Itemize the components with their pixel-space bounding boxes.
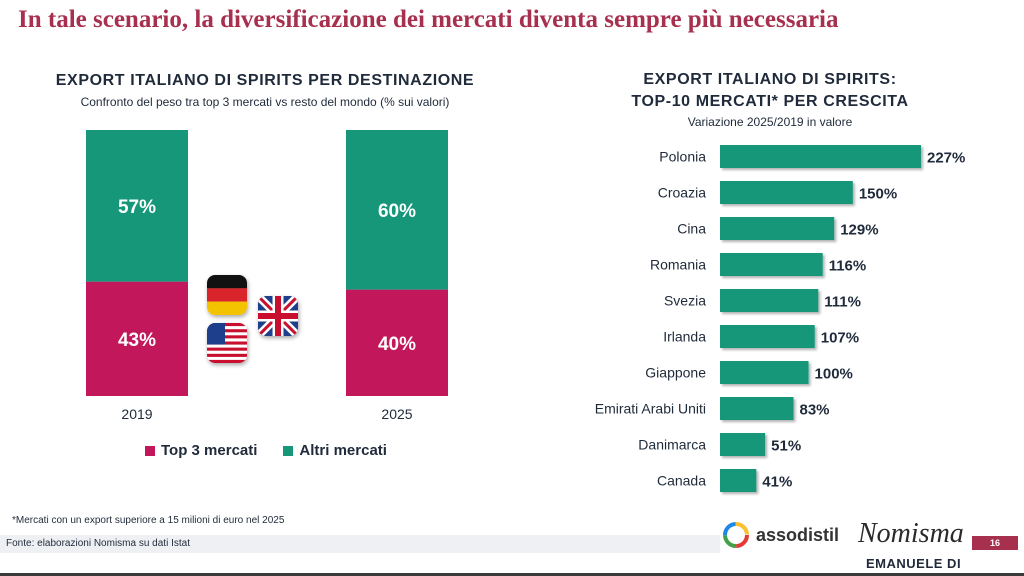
bar-2025-altri — [346, 130, 448, 290]
value-label-croazia: 150% — [859, 186, 897, 203]
category-label-danimarca: Danimarca — [638, 437, 706, 453]
left-stacked-bar-chart: 43% 57% 2019 40% 60% 2025 — [86, 130, 448, 422]
bar-polonia — [720, 145, 921, 168]
bar-svezia — [720, 289, 819, 312]
page-number: 16 — [972, 536, 1018, 550]
x-tick-2025: 2025 — [381, 406, 412, 422]
category-label-svezia: Svezia — [664, 293, 706, 309]
category-label-irlanda: Irlanda — [663, 329, 706, 345]
category-label-croazia: Croazia — [658, 185, 706, 201]
category-label-emirati-arabi-uniti: Emirati Arabi Uniti — [595, 401, 706, 417]
bar-danimarca — [720, 433, 766, 456]
bottom-divider — [0, 573, 1024, 576]
category-label-canada: Canada — [657, 473, 706, 489]
source-note: Fonte: elaborazioni Nomisma su dati Ista… — [6, 538, 190, 549]
bar-label-2025-top3: 40% — [378, 334, 416, 355]
value-label-emirati-arabi-uniti: 83% — [799, 402, 829, 419]
bar-2025-top3 — [346, 289, 448, 396]
assodistil-wordmark: assodistil — [756, 524, 840, 545]
value-label-cina: 129% — [840, 222, 878, 239]
category-label-giappone: Giappone — [645, 365, 706, 381]
value-label-irlanda: 107% — [821, 330, 859, 347]
legend-swatch-altri — [283, 445, 294, 456]
nomisma-logo: Nomisma — [858, 518, 964, 549]
bar-romania — [720, 253, 823, 276]
x-tick-2019: 2019 — [121, 406, 152, 422]
category-label-romania: Romania — [650, 257, 706, 273]
bar-emirati-arabi-uniti — [720, 397, 794, 420]
value-label-polonia: 227% — [927, 150, 965, 167]
uk-flag — [258, 296, 298, 336]
left-chart-legend: Top 3 mercati Altri mercati — [145, 442, 387, 459]
footnote: *Mercati con un export superiore a 15 mi… — [12, 515, 285, 526]
left-chart-title: EXPORT ITALIANO DI SPIRITS PER DESTINAZI… — [55, 72, 475, 89]
value-label-danimarca: 51% — [771, 438, 801, 455]
legend-item-altri: Altri mercati — [283, 442, 387, 459]
legend-item-top3: Top 3 mercati — [145, 442, 257, 459]
bar-cina — [720, 217, 835, 240]
germany-flag — [207, 275, 247, 315]
category-label-polonia: Polonia — [659, 149, 706, 165]
value-label-svezia: 111% — [824, 294, 861, 311]
page-title: In tale scenario, la diversificazione de… — [18, 6, 839, 33]
usa-flag — [207, 323, 247, 363]
assodistil-logo: assodistil — [722, 521, 839, 549]
bar-croazia — [720, 181, 853, 204]
right-chart-subtitle: Variazione 2025/2019 in valore — [687, 115, 853, 129]
right-chart-title-line1: EXPORT ITALIANO DI SPIRITS: — [643, 71, 897, 88]
assodistil-mark-icon — [723, 522, 749, 548]
bar-label-2019-altri: 57% — [118, 197, 156, 218]
legend-label-altri: Altri mercati — [299, 442, 387, 459]
right-horizontal-bar-chart: Polonia 227% Croazia 150% Cina 129% Romania 116… — [595, 145, 965, 492]
legend-label-top3: Top 3 mercati — [161, 442, 258, 459]
left-chart-subtitle: Confronto del peso tra top 3 mercati vs … — [80, 95, 450, 109]
bar-canada — [720, 469, 757, 492]
legend-swatch-top3 — [145, 445, 155, 456]
bar-label-2025-altri: 60% — [378, 201, 416, 222]
value-label-romania: 116% — [829, 258, 867, 275]
source-bar — [0, 535, 720, 553]
right-chart-title-line2: TOP-10 MERCATI* PER CRESCITA — [631, 93, 909, 110]
category-label-cina: Cina — [677, 221, 706, 237]
bar-label-2019-top3: 43% — [118, 330, 156, 351]
value-label-giappone: 100% — [815, 366, 853, 383]
bar-2019-top3 — [86, 281, 188, 396]
bar-2019-altri — [86, 130, 188, 282]
value-label-canada: 41% — [762, 474, 792, 491]
bar-giappone — [720, 361, 809, 384]
bar-irlanda — [720, 325, 815, 348]
